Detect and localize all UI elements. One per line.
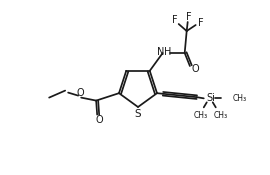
Text: O: O [95, 115, 103, 125]
Text: O: O [76, 88, 84, 98]
Text: CH₃: CH₃ [233, 94, 247, 103]
Text: CH₃: CH₃ [194, 111, 208, 120]
Text: N: N [157, 47, 164, 57]
Text: F: F [198, 18, 204, 28]
Text: CH₃: CH₃ [214, 111, 228, 120]
Text: S: S [135, 109, 141, 119]
Text: H: H [164, 47, 171, 57]
Text: F: F [172, 15, 177, 25]
Text: Si: Si [206, 93, 215, 103]
Text: F: F [186, 12, 191, 22]
Text: O: O [191, 64, 199, 74]
